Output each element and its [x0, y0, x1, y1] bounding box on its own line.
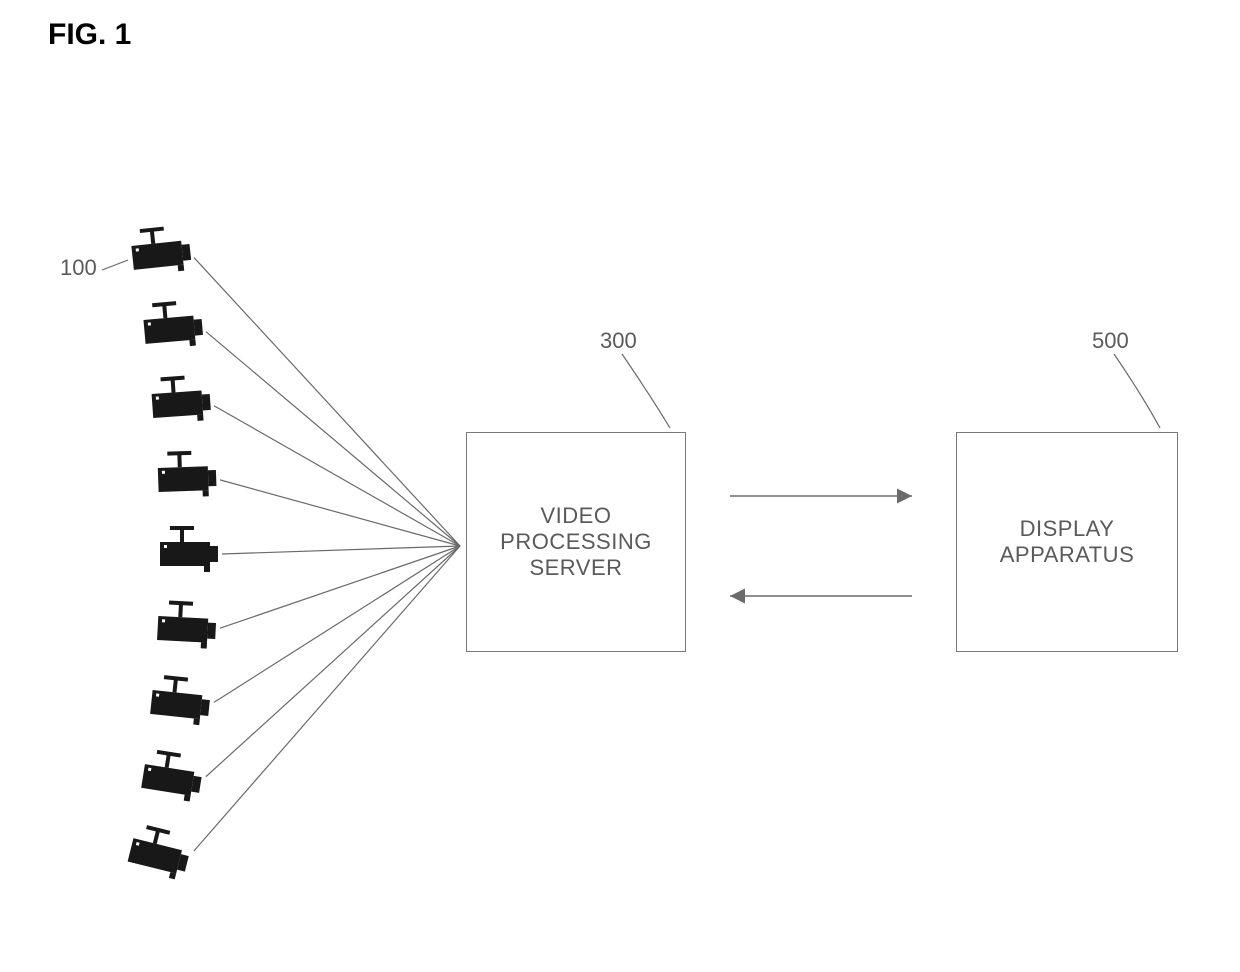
- diagram-canvas: { "figure": { "title": "FIG. 1", "title_…: [0, 0, 1240, 972]
- figure-title: FIG. 1: [48, 18, 131, 52]
- ref-number-display: 500: [1092, 328, 1129, 354]
- camera-icon: [157, 600, 217, 649]
- ref-number-cameras: 100: [60, 255, 97, 281]
- display-apparatus-label: DISPLAY APPARATUS: [1000, 516, 1135, 568]
- video-processing-server-label: VIDEO PROCESSING SERVER: [500, 503, 652, 581]
- camera-icon: [160, 526, 218, 572]
- camera-icon: [142, 299, 204, 350]
- camera-icon: [157, 450, 217, 498]
- ref-number-server: 300: [600, 328, 637, 354]
- camera-icon: [150, 374, 211, 424]
- display-apparatus-box: DISPLAY APPARATUS: [956, 432, 1178, 652]
- camera-icon: [130, 224, 192, 276]
- camera-icon: [140, 748, 204, 803]
- camera-icon: [149, 674, 211, 726]
- camera-icon: [126, 823, 193, 882]
- video-processing-server-box: VIDEO PROCESSING SERVER: [466, 432, 686, 652]
